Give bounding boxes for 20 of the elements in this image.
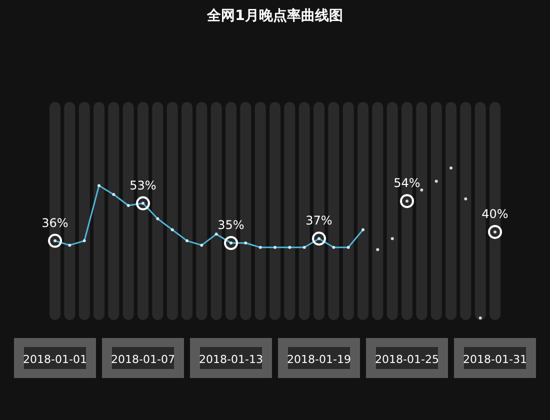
chart-title: 全网1月晚点率曲线图 [206, 7, 343, 24]
point [434, 180, 438, 183]
point [420, 188, 424, 192]
point [376, 248, 380, 252]
data-label: 53% [130, 178, 156, 192]
x-tick-label: 2018-01-31 [463, 353, 527, 366]
data-label: 40% [482, 206, 508, 221]
x-tick-label: 2018-01-25 [375, 353, 439, 366]
point [464, 197, 468, 200]
x-tick-label: 2018-01-19 [287, 353, 351, 366]
point [390, 237, 394, 240]
data-label: 54% [394, 176, 420, 190]
data-label: 35% [218, 218, 244, 232]
data-label: 36% [42, 216, 68, 230]
x-tick-label: 2018-01-13 [199, 353, 263, 366]
data-label: 37% [306, 214, 332, 228]
point [450, 166, 452, 170]
x-tick-label: 2018-01-07 [111, 353, 175, 366]
point [478, 316, 482, 320]
x-tick-label: 2018-01-01 [23, 353, 87, 366]
